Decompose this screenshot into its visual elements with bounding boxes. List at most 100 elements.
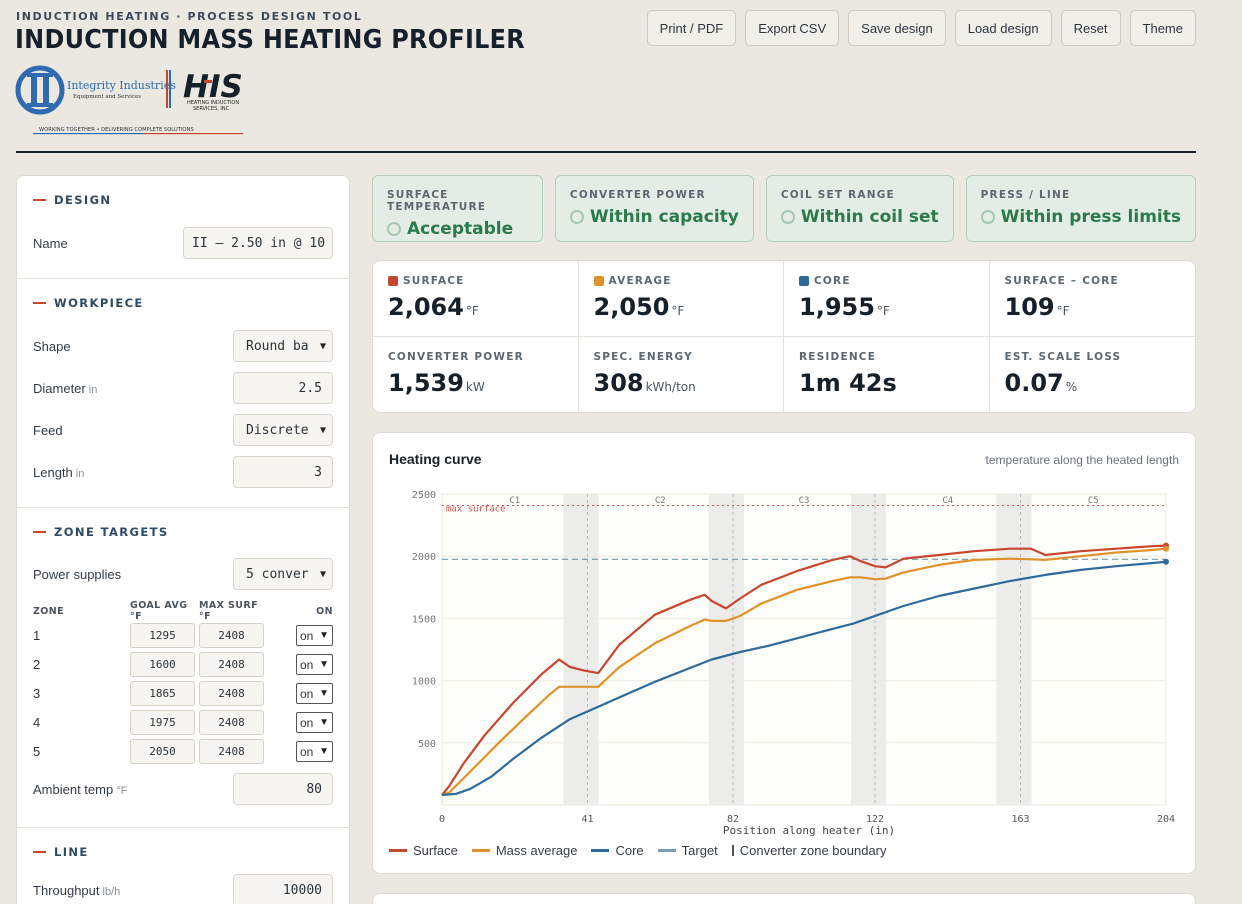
power-supplies-select[interactable]: 5 conver ▼ — [233, 558, 333, 590]
ambient-row: Ambient temp °F 80 — [33, 766, 333, 812]
logo-tagline: WORKING TOGETHER • DELIVERING COMPLETE S… — [39, 127, 194, 133]
legend-label: Surface — [413, 843, 458, 858]
diameter-input[interactable]: 2.5 — [233, 372, 333, 404]
zone-row: 3 1865 2408 on ▼ — [33, 679, 333, 708]
shape-select[interactable]: Round ba ▼ — [233, 330, 333, 362]
metric-label: EST. SCALE LOSS — [1004, 350, 1122, 363]
legend-swatch — [389, 849, 407, 852]
max-surface-input[interactable]: 2408 — [199, 623, 264, 648]
x-tick-label: 163 — [1011, 814, 1029, 825]
throughput-input[interactable]: 10000 — [233, 874, 333, 904]
legend-label: Mass average — [495, 843, 578, 858]
metric-swatch — [593, 276, 604, 286]
length-unit: in — [75, 467, 85, 480]
throughput-unit: lb/h — [102, 885, 121, 898]
zone-on-select[interactable]: on ▼ — [296, 654, 333, 675]
legend-zone-boundary: Converter zone boundary — [731, 843, 887, 858]
logo-left-name: Integrity Industries — [67, 79, 176, 92]
chart-legend: Surface Mass average Core Target Convert… — [389, 843, 887, 858]
export-csv-button[interactable]: Export CSV — [745, 10, 840, 46]
heading-dash — [33, 199, 46, 201]
legend-swatch — [471, 849, 490, 852]
heading-dash — [33, 531, 46, 533]
print-pdf-button[interactable]: Print / PDF — [646, 10, 737, 46]
surface-curve — [441, 544, 1167, 796]
goal-avg-input[interactable]: 1975 — [130, 710, 195, 735]
save-design-button[interactable]: Save design — [848, 10, 946, 46]
surface-temperature-status: SURFACE TEMPERATURE Acceptable — [372, 175, 543, 242]
zone-on-cell: on ▼ — [268, 741, 333, 762]
ambient-unit: °F — [116, 784, 128, 797]
logo-right-mark: HIS — [183, 69, 243, 105]
goal-avg-input[interactable]: 2050 — [130, 739, 195, 764]
zone-row: 1 1295 2408 on ▼ — [33, 621, 333, 650]
reset-button[interactable]: Reset — [1060, 10, 1121, 46]
goal-avg-input[interactable]: 1600 — [130, 652, 195, 677]
zone-col-header: ZONE — [33, 605, 65, 617]
goal-avg-input[interactable]: 1295 — [130, 623, 195, 648]
average-end-point — [1163, 545, 1169, 552]
metric-label: SURFACE — [403, 275, 465, 287]
shape-label: Shape — [33, 338, 71, 354]
chevron-down-icon: ▼ — [319, 340, 326, 352]
zone-on-select[interactable]: on ▼ — [296, 683, 333, 704]
zone-on-select[interactable]: on ▼ — [296, 625, 333, 646]
zone-row: 5 2050 2408 on ▼ — [33, 737, 333, 766]
metric-label: SURFACE – CORE — [1004, 275, 1119, 287]
diameter-label-group: Diameter in — [33, 381, 97, 396]
zone-row: 4 1975 2408 on ▼ — [33, 708, 333, 737]
zone-transition-band — [563, 494, 599, 805]
metric-value: 0.07 — [1004, 368, 1064, 397]
status-value-row: Within capacity — [569, 207, 739, 227]
theme-button[interactable]: Theme — [1129, 10, 1196, 46]
zone-on-cell: on ▼ — [268, 625, 333, 646]
length-input[interactable]: 3 — [233, 456, 333, 488]
legend-label: Converter zone boundary — [739, 843, 887, 858]
zone-number: 1 — [33, 628, 41, 643]
max-surface-input[interactable]: 2408 — [199, 681, 264, 706]
max-surface-input[interactable]: 2408 — [199, 739, 264, 764]
load-design-button[interactable]: Load design — [954, 10, 1052, 46]
power-supplies-row: Power supplies 5 conver ▼ — [33, 554, 333, 594]
metric-unit: kW — [465, 379, 485, 394]
throughput-row: Throughput lb/h 10000 — [33, 874, 333, 904]
metric-unit: °F — [1056, 304, 1070, 318]
metric-value-row: 1,955 °F — [799, 293, 974, 321]
legend-label: Target — [681, 843, 718, 858]
metric-value-row: 2,064 °F — [388, 293, 563, 321]
ambient-input[interactable]: 80 — [233, 773, 333, 805]
x-axis-label: Position along heater (in) — [723, 824, 895, 837]
heading-dash — [33, 851, 46, 853]
average-curve — [441, 547, 1167, 797]
metric-label-row: SPEC. ENERGY — [594, 351, 769, 363]
zone-number: 4 — [33, 715, 41, 730]
metric-tile: SURFACE 2,064 °F — [373, 261, 579, 337]
metric-label-row: CORE — [799, 275, 974, 287]
zone-number: 3 — [33, 686, 41, 701]
metric-value: 2,064 — [388, 293, 464, 321]
core-curve — [441, 560, 1167, 797]
metric-value: 308 — [593, 368, 644, 397]
diameter-row: Diameter in 2.5 — [33, 367, 333, 409]
zone-on-select[interactable]: on ▼ — [296, 741, 333, 762]
feed-row: Feed Discrete ▼ — [33, 409, 333, 451]
max-surface-input[interactable]: 2408 — [199, 710, 264, 735]
legend-core: Core — [591, 843, 644, 858]
zone-on-value: on — [300, 628, 314, 643]
toolbar: Print / PDF Export CSV Save design Load … — [646, 10, 1196, 46]
feed-select[interactable]: Discrete ▼ — [233, 414, 333, 446]
legend-swatch — [657, 849, 676, 852]
max-surface-input[interactable]: 2408 — [199, 652, 264, 677]
goal-avg-input[interactable]: 1865 — [130, 681, 195, 706]
metric-value-row: 0.07% — [1005, 369, 1181, 397]
logo-right-sub1: HEATING INDUCTION — [187, 100, 239, 106]
metric-label: CORE — [814, 275, 851, 287]
diameter-label: Diameter — [33, 380, 86, 396]
metric-value: 109 — [1004, 293, 1055, 321]
design-name-input[interactable]: II — 2.50 in @ 10 — [183, 227, 333, 259]
zone-on-select[interactable]: on ▼ — [296, 712, 333, 733]
x-tick-label: 41 — [581, 814, 593, 825]
feed-label: Feed — [33, 422, 63, 438]
design-heading-label: DESIGN — [54, 193, 112, 207]
chevron-down-icon: ▼ — [319, 568, 326, 580]
